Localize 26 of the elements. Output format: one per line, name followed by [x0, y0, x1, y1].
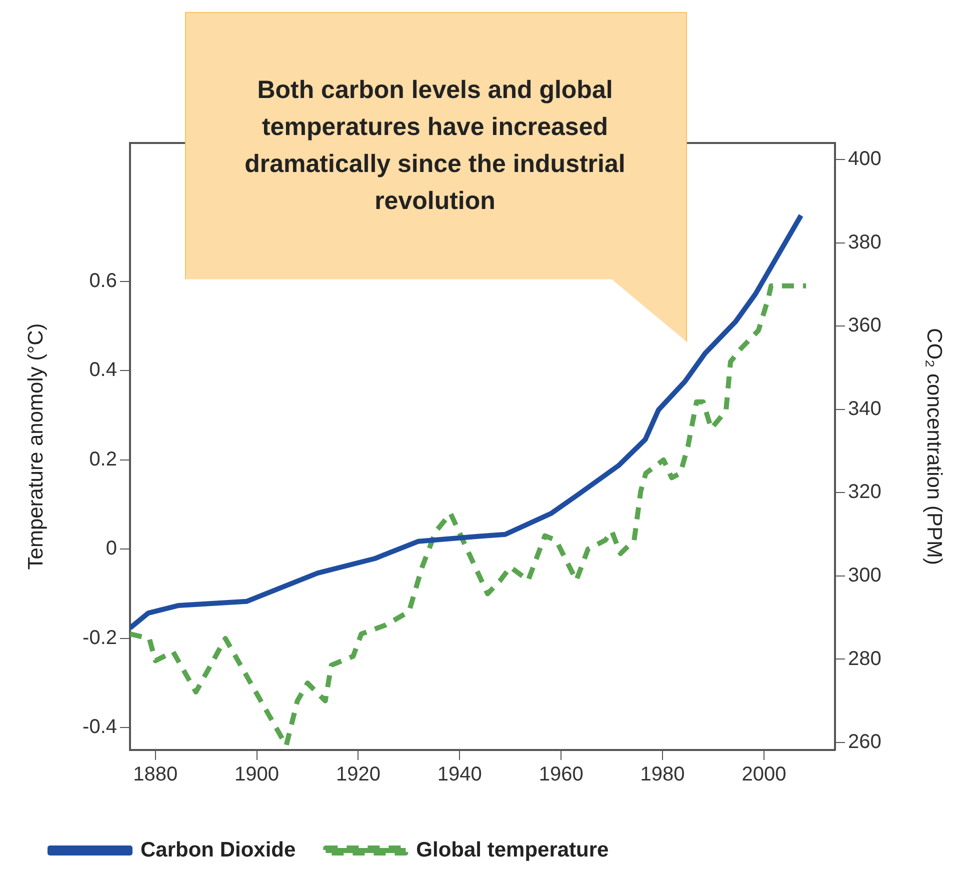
x-tick-label: 1880 — [133, 764, 178, 786]
x-tick-label: 1900 — [234, 764, 280, 786]
x-tick-label: 1920 — [336, 764, 380, 786]
y2-tick-label: 260 — [848, 731, 882, 754]
y-tick-label: -0.2 — [82, 626, 117, 649]
x-tick-label: 2000 — [742, 764, 786, 786]
y2-tick-label: 340 — [848, 398, 882, 420]
y-tick-label: 0 — [106, 538, 117, 560]
legend-label: Global temperature — [416, 838, 609, 862]
y-tick-label: 0.6 — [89, 270, 117, 292]
y2-tick-label: 400 — [848, 148, 882, 170]
x-tick-label: 1980 — [640, 764, 685, 786]
annotation: Both carbon levels and global temperatures have increased dramatically since the industrial revolution — [244, 75, 626, 217]
y2-tick-label: 320 — [848, 481, 882, 504]
y2-tick-label: 380 — [848, 231, 882, 254]
y-axis-title: Temperature anomoly (°C) — [24, 323, 48, 570]
x-tick-label: 1960 — [538, 764, 584, 786]
x-tick-label: 1940 — [437, 764, 482, 786]
y2-axis-title: CO₂ concentration (PPM) — [922, 328, 946, 565]
legend-label: Carbon Dioxide — [140, 838, 296, 862]
y-tick-label: 0.2 — [89, 448, 117, 470]
y-tick-label: 0.4 — [89, 359, 117, 382]
y2-tick-label: 360 — [848, 314, 882, 337]
y2-tick-label: 280 — [848, 648, 882, 670]
y2-tick-label: 300 — [848, 564, 882, 586]
y-tick-label: -0.4 — [82, 716, 117, 738]
